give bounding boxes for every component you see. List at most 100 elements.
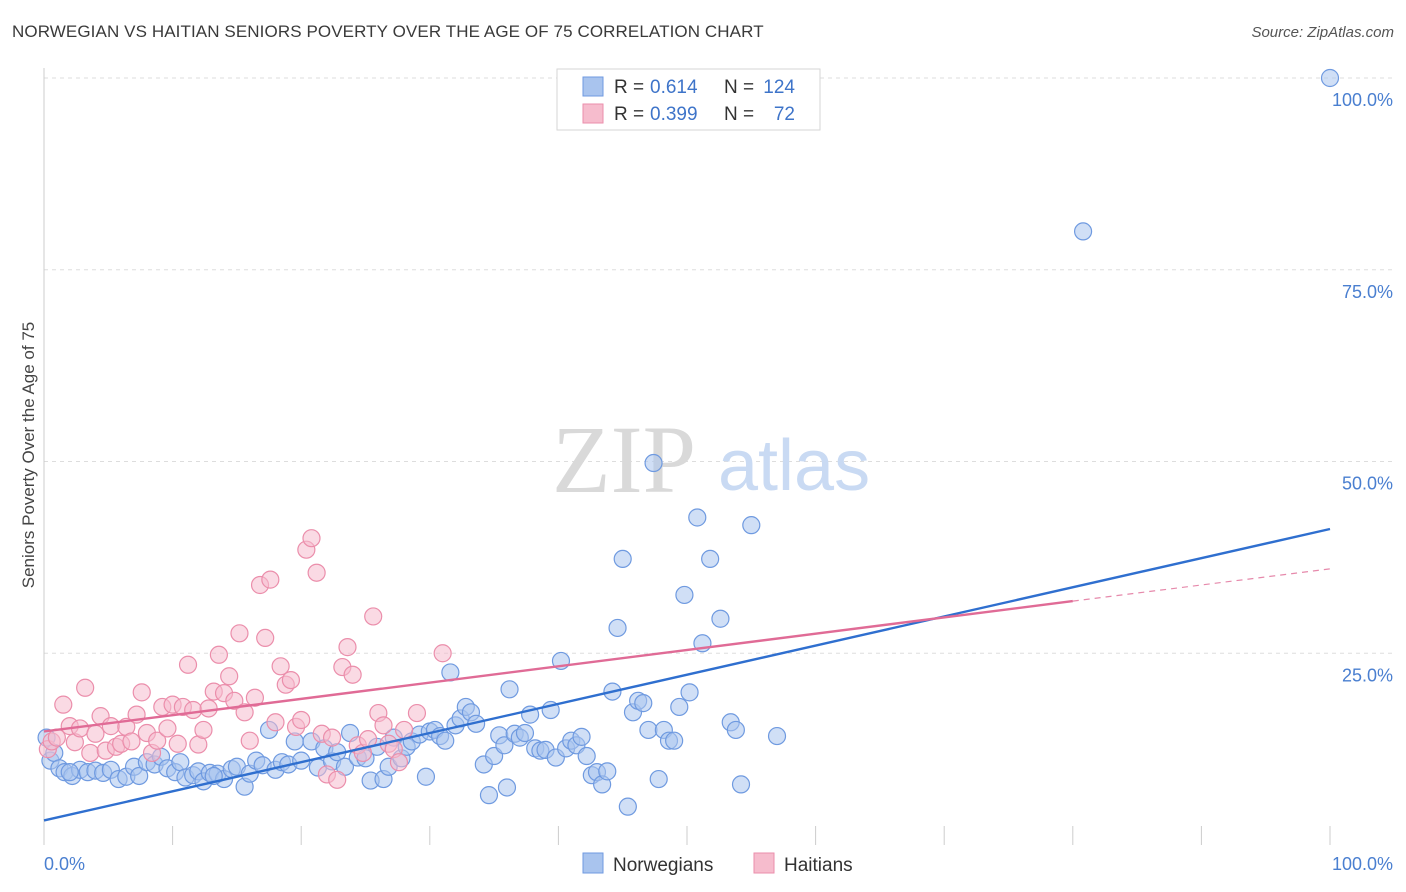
points-layer <box>37 68 1340 816</box>
legend-n-label-1: N = <box>724 77 754 98</box>
haitians-point <box>271 657 290 676</box>
series-legend-norwegians: Norwegians <box>613 855 713 876</box>
y-axis-title: Seniors Poverty Over the Age of 75 <box>19 322 38 588</box>
haitians-trend-line-extrapolated <box>1072 568 1331 602</box>
norwegians-point <box>436 731 455 750</box>
grid-layer <box>44 77 1395 654</box>
norwegians-point <box>618 797 637 816</box>
norwegians-point <box>577 746 596 766</box>
watermark-zip: ZIP <box>552 406 696 513</box>
norwegians-point <box>742 516 761 535</box>
norwegians-point <box>639 720 658 740</box>
norwegians-point <box>130 766 149 786</box>
x-tick-label-min: 0.0% <box>44 854 85 874</box>
haitians-point <box>86 724 105 743</box>
haitians-point <box>266 713 285 732</box>
norwegians-point <box>608 618 627 638</box>
haitians-point <box>194 720 213 740</box>
norwegians-point <box>598 762 617 781</box>
norwegians-point <box>60 763 79 782</box>
haitians-point <box>256 628 275 648</box>
legend-r-label-1: R = <box>614 77 644 98</box>
haitians-point <box>148 731 167 750</box>
norwegians-point <box>497 778 517 797</box>
y-tick-label: 25.0% <box>1342 665 1393 685</box>
haitians-point <box>54 695 73 714</box>
legend-n-value-1: 124 <box>763 77 795 98</box>
haitians-point <box>199 699 218 718</box>
haitians-point <box>261 570 280 589</box>
haitians-point <box>230 624 249 643</box>
haitians-point <box>76 678 95 697</box>
haitians-point <box>407 703 427 723</box>
legend-r-value-2: 0.399 <box>650 104 698 125</box>
haitians-point <box>240 731 259 750</box>
norwegians-point <box>572 727 591 746</box>
norwegians-point <box>416 767 436 786</box>
norwegians-point <box>171 753 190 772</box>
haitians-point <box>374 716 393 735</box>
norwegians-point <box>515 723 535 743</box>
norwegians-point <box>1073 222 1093 241</box>
norwegians-point <box>500 680 519 699</box>
legend-n-label-2: N = <box>724 104 754 125</box>
norwegians-point <box>688 508 707 527</box>
haitians-point <box>307 563 326 582</box>
haitians-point <box>158 719 177 738</box>
haitians-point <box>281 670 301 690</box>
haitians-point <box>178 655 198 674</box>
norwegians-point <box>495 736 514 755</box>
norwegians-point <box>701 549 720 569</box>
norwegians-point <box>649 769 668 789</box>
norwegians-point <box>680 683 699 702</box>
haitians-point <box>328 770 347 789</box>
y-tick-label: 50.0% <box>1342 474 1393 494</box>
haitians-point <box>235 703 254 722</box>
norwegians-point <box>726 720 745 740</box>
norwegians-point <box>613 549 632 569</box>
haitians-point <box>245 688 265 707</box>
haitians-point <box>220 667 239 686</box>
haitians-point <box>394 720 414 740</box>
haitians-point <box>338 638 357 657</box>
trend-layer <box>43 527 1331 822</box>
series-legend-swatch-norwegians <box>582 852 604 874</box>
haitians-point <box>81 743 100 763</box>
haitians-point <box>101 717 120 736</box>
legend-swatch-haitians <box>582 103 604 124</box>
chart-title: NORWEGIAN VS HAITIAN SENIORS POVERTY OVE… <box>12 22 764 41</box>
stats-legend: R = 0.614 N = 124 R = 0.399 N = 72 <box>556 68 821 131</box>
haitians-point <box>168 734 187 753</box>
norwegians-trend-line <box>43 527 1331 822</box>
haitians-point <box>389 753 409 772</box>
norwegians-point <box>670 697 689 717</box>
source-credit: Source: ZipAtlas.com <box>1251 24 1394 41</box>
legend-r-label-2: R = <box>614 104 644 125</box>
legend-swatch-norwegians <box>582 76 604 97</box>
haitians-point <box>322 728 342 747</box>
y-tick-label: 100.0% <box>1332 90 1393 110</box>
norwegians-point <box>711 609 730 628</box>
haitians-point <box>292 710 311 730</box>
norwegians-point <box>644 453 663 473</box>
haitians-point <box>209 645 228 664</box>
legend-r-value-1: 0.614 <box>650 77 698 98</box>
haitians-point <box>364 607 383 626</box>
norwegians-point <box>675 585 694 605</box>
haitians-point <box>433 644 452 663</box>
haitians-point <box>122 732 141 751</box>
norwegians-point <box>1320 68 1340 88</box>
series-legend-haitians: Haitians <box>784 855 853 876</box>
norwegians-point <box>767 726 787 746</box>
y-tick-label: 75.0% <box>1342 282 1393 302</box>
norwegians-point <box>479 786 499 805</box>
norwegians-point <box>731 775 751 794</box>
norwegians-point <box>665 731 684 750</box>
haitians-trend-line <box>43 599 1073 733</box>
legend-n-value-2: 72 <box>774 104 795 125</box>
haitians-point <box>302 529 321 548</box>
haitians-point <box>343 665 362 684</box>
axis-layer: 25.0% 50.0% 75.0% 100.0% 0.0% 100.0% <box>43 68 1393 874</box>
series-legend: Norwegians Haitians <box>582 852 853 876</box>
